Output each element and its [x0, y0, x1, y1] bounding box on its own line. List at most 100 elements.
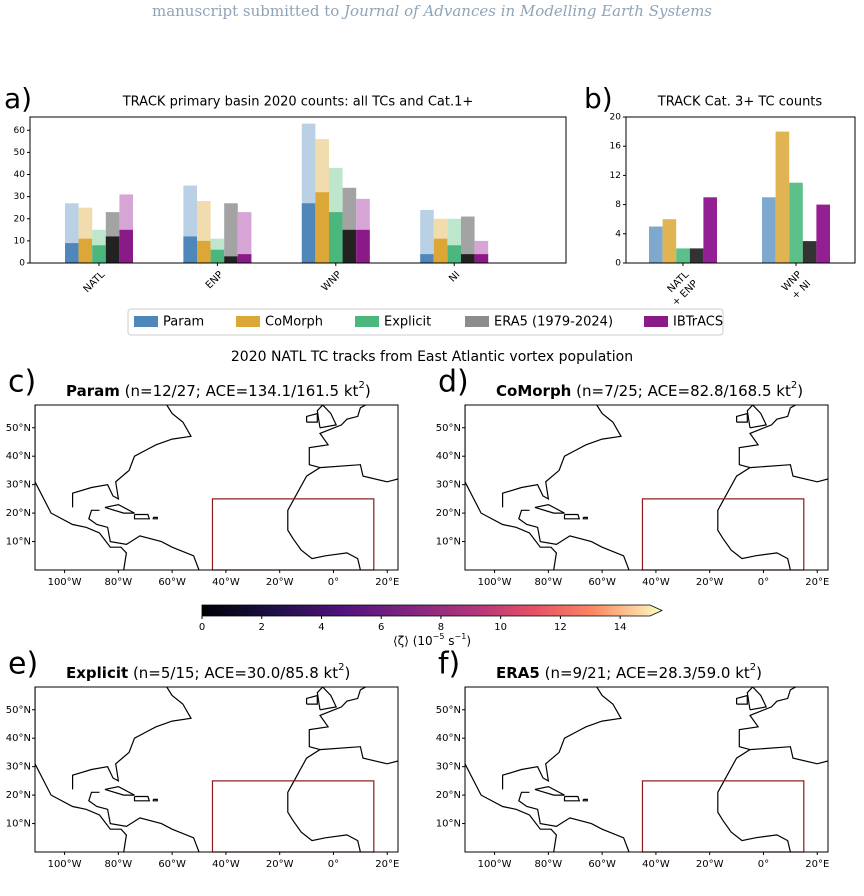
bar-cat1: [237, 254, 252, 263]
legend-label: ERA5 (1979-2024): [494, 315, 613, 330]
colorbar-label: ⟨ζ⟩ (10−5 s−1): [393, 632, 471, 648]
coastline: [582, 516, 588, 520]
bar-cat1: [183, 236, 197, 263]
bar-cat1: [420, 254, 434, 263]
panel-label: c): [8, 365, 36, 400]
x-tick-label: 40°W: [212, 859, 240, 870]
coastline: [88, 791, 200, 852]
x-tick-label: 60°W: [588, 859, 616, 870]
x-tick-label: 80°W: [105, 859, 133, 870]
y-tick-label: 60: [14, 126, 26, 136]
coastline: [502, 687, 622, 790]
colorbar-tick-label: 0: [199, 622, 205, 633]
coastline: [308, 405, 366, 469]
legend-swatch: [236, 316, 260, 327]
coastline: [316, 405, 338, 429]
coastline: [306, 694, 318, 705]
colorbar-tick-label: 2: [259, 622, 265, 633]
bar: [762, 197, 776, 263]
legend-label: Param: [163, 315, 204, 330]
panel-title: Explicit (n=5/15; ACE=30.0/85.8 kt2): [66, 662, 350, 682]
panel-title: Param (n=12/27; ACE=134.1/161.5 kt2): [66, 380, 371, 400]
coastline: [563, 513, 581, 520]
panel-name: CoMorph: [496, 382, 571, 400]
coastline: [306, 412, 318, 423]
axes-frame: [29, 116, 567, 264]
x-tick-label: 0°: [758, 577, 769, 588]
region-box: [641, 780, 805, 853]
colorbar-label-main: ⟨ζ⟩ (10: [393, 634, 433, 648]
coastline: [133, 795, 151, 802]
y-tick-label: 10°N: [436, 537, 461, 548]
bar: [816, 204, 830, 263]
bar-cat1: [474, 254, 489, 263]
map-group: [465, 405, 828, 570]
bar: [802, 241, 817, 263]
bar-cat1: [461, 254, 475, 263]
y-tick-label: 20°N: [6, 790, 31, 801]
bar-cat1: [447, 245, 461, 263]
bar: [461, 216, 475, 263]
y-tick-label: 30°N: [436, 480, 461, 491]
panel-title: ERA5 (n=9/21; ACE=28.3/59.0 kt2): [496, 662, 762, 682]
x-tick-label: NI: [447, 269, 462, 284]
header-prefix: manuscript submitted to: [152, 2, 339, 20]
coastline: [465, 687, 558, 852]
panel-close: ): [344, 664, 350, 682]
panel-sup: 2: [750, 662, 756, 673]
y-tick-label: 20°N: [436, 508, 461, 519]
coastline: [35, 687, 128, 852]
bar: [703, 197, 717, 263]
coastline: [287, 746, 398, 852]
x-tick-label: 60°W: [158, 577, 186, 588]
panel-name: Param: [66, 382, 120, 400]
y-tick-label: 40°N: [6, 451, 31, 462]
x-tick-label: 20°E: [805, 859, 829, 870]
header-journal: Journal of Advances in Modelling Earth S…: [341, 2, 712, 20]
colorbar-tick-label: 12: [554, 622, 567, 633]
colorbar-tick-label: 14: [614, 622, 627, 633]
panel-name: ERA5: [496, 664, 540, 682]
x-tick-label: 40°W: [642, 577, 670, 588]
legend-label: CoMorph: [265, 315, 323, 330]
coastline: [746, 405, 768, 429]
y-tick-label: 16: [610, 142, 622, 152]
coastline: [72, 687, 192, 790]
colorbar-close: ): [466, 634, 471, 648]
map-group: [465, 687, 828, 852]
colorbar-exp: −1: [455, 632, 467, 641]
coastline: [72, 405, 192, 508]
coastline: [308, 687, 366, 751]
map-frame: [464, 686, 829, 853]
y-tick-label: 30°N: [6, 762, 31, 773]
map-frame: [34, 404, 399, 571]
x-tick-label: 20°W: [266, 577, 294, 588]
coastline: [287, 464, 398, 570]
y-tick-label: 10: [14, 236, 26, 246]
x-tick-label: 20°W: [696, 577, 724, 588]
panel-sup: 2: [791, 380, 797, 391]
bar-cat1: [119, 229, 133, 263]
y-tick-label: 30: [14, 192, 26, 202]
coastline: [738, 405, 796, 469]
legend-swatch: [644, 316, 668, 327]
panel-stats: (n=7/25; ACE=82.8/168.5 kt: [576, 382, 791, 400]
bar: [689, 248, 704, 263]
coastline: [104, 785, 135, 796]
bar: [420, 209, 434, 263]
x-tick-label: WNP: [320, 269, 344, 293]
legend-box: [127, 308, 724, 336]
x-tick-label: 40°W: [212, 577, 240, 588]
coastline: [35, 405, 128, 570]
y-tick-label: 4: [615, 229, 621, 239]
bar-cat1: [224, 256, 238, 263]
panel-close: ): [365, 382, 371, 400]
coastline: [518, 791, 630, 852]
panel-sup: 2: [358, 380, 364, 391]
x-tick-label: 0°: [328, 859, 339, 870]
colorbar: [201, 604, 663, 617]
legend-swatch: [134, 316, 158, 327]
coastline: [746, 687, 768, 711]
y-tick-label: 10°N: [6, 819, 31, 830]
bar: [662, 219, 677, 263]
